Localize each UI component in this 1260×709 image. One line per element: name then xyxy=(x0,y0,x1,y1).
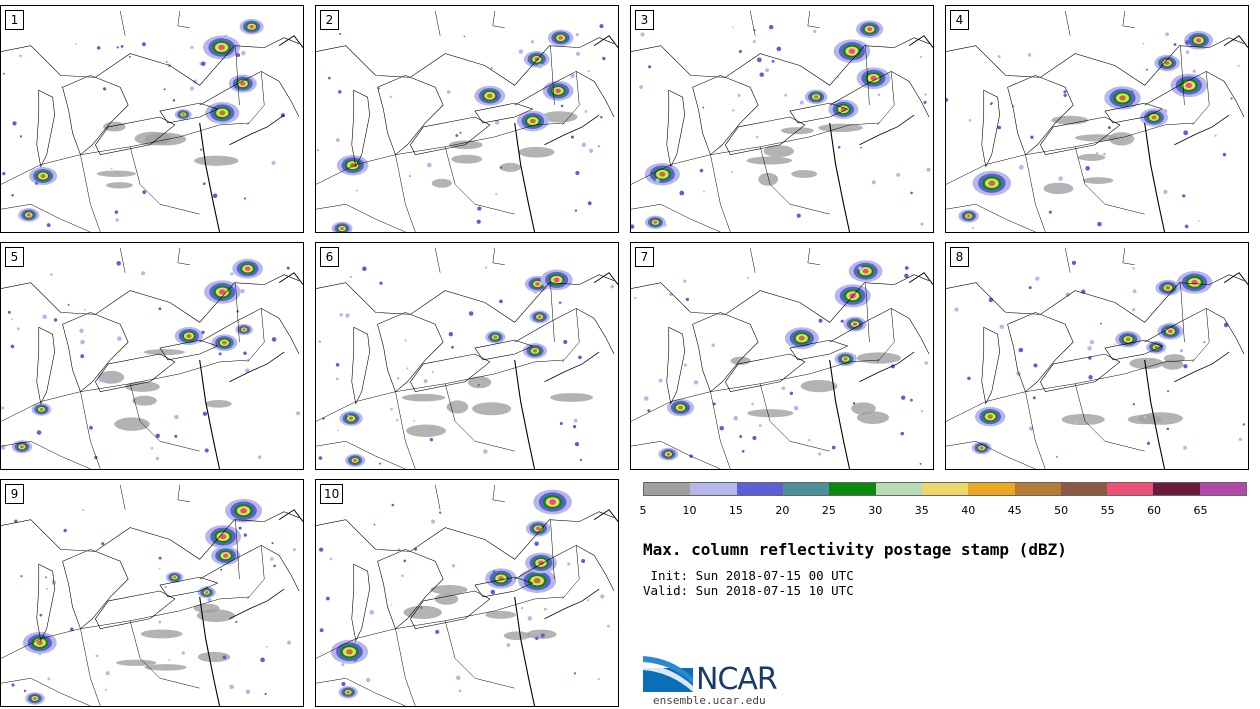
member-panel-3: 3 xyxy=(630,5,934,233)
member-number: 2 xyxy=(320,10,339,30)
colorbar-tick-label: 30 xyxy=(868,504,883,517)
member-panel-2: 2 xyxy=(315,5,619,233)
member-panel-4: 4 xyxy=(945,5,1249,233)
map-icon xyxy=(631,247,933,469)
colorbar-swatch xyxy=(690,483,737,495)
member-panel-6: 6 xyxy=(315,242,619,470)
member-panel-10: 10 xyxy=(315,479,619,707)
colorbar-tick-label: 45 xyxy=(1007,504,1022,517)
map-icon xyxy=(1,10,303,232)
chart-title: Max. column reflectivity postage stamp (… xyxy=(643,540,1067,559)
map-icon xyxy=(1,484,303,706)
member-number: 1 xyxy=(5,10,24,30)
member-panel-8: 8 xyxy=(945,242,1249,470)
colorbar-swatch xyxy=(644,483,691,495)
map-icon xyxy=(316,247,618,469)
map-icon xyxy=(946,10,1248,232)
colorbar-swatch xyxy=(875,483,922,495)
colorbar-swatch xyxy=(782,483,830,495)
reflectivity-colorbar xyxy=(643,482,1247,496)
map-icon xyxy=(316,484,618,706)
colorbar-tick-label: 10 xyxy=(682,504,697,517)
map-icon xyxy=(1,247,303,469)
colorbar-swatch xyxy=(1107,483,1154,495)
colorbar-tick-label: 60 xyxy=(1147,504,1162,517)
colorbar-swatch xyxy=(829,483,876,495)
member-number: 8 xyxy=(950,247,969,267)
map-icon xyxy=(316,10,618,232)
valid-time: Valid: Sun 2018-07-15 10 UTC xyxy=(643,583,854,598)
colorbar-tick-label: 5 xyxy=(639,504,647,517)
ncar-logo-icon xyxy=(643,656,693,692)
member-panel-5: 5 xyxy=(0,242,304,470)
colorbar-swatch xyxy=(1199,483,1247,495)
ncar-logo-text: NCAR xyxy=(696,662,778,697)
colorbar-swatch xyxy=(968,483,1015,495)
member-number: 7 xyxy=(635,247,654,267)
colorbar-tick-label: 35 xyxy=(914,504,929,517)
member-panel-7: 7 xyxy=(630,242,934,470)
colorbar-swatch xyxy=(921,483,969,495)
colorbar-tick-label: 55 xyxy=(1100,504,1115,517)
member-number: 9 xyxy=(5,484,24,504)
member-number: 3 xyxy=(635,10,654,30)
map-icon xyxy=(631,10,933,232)
colorbar-tick-label: 40 xyxy=(961,504,976,517)
colorbar-swatch xyxy=(1153,483,1200,495)
colorbar-tick-label: 65 xyxy=(1193,504,1208,517)
colorbar-tick-label: 25 xyxy=(821,504,836,517)
member-panel-9: 9 xyxy=(0,479,304,707)
member-panel-1: 1 xyxy=(0,5,304,233)
colorbar-swatch xyxy=(1014,483,1061,495)
member-number: 10 xyxy=(320,484,344,504)
colorbar-swatch xyxy=(736,483,783,495)
colorbar-swatch xyxy=(1060,483,1108,495)
colorbar-ticks: 5 10 15 20 25 30 35 40 45 50 55 60 65 xyxy=(639,504,1247,518)
member-number: 5 xyxy=(5,247,24,267)
colorbar-tick-label: 50 xyxy=(1054,504,1069,517)
logo-url: ensemble.ucar.edu xyxy=(653,694,766,707)
member-number: 6 xyxy=(320,247,339,267)
colorbar-tick-label: 20 xyxy=(775,504,790,517)
colorbar-tick-label: 15 xyxy=(728,504,743,517)
map-icon xyxy=(946,247,1248,469)
init-time: Init: Sun 2018-07-15 00 UTC xyxy=(643,568,854,583)
member-number: 4 xyxy=(950,10,969,30)
